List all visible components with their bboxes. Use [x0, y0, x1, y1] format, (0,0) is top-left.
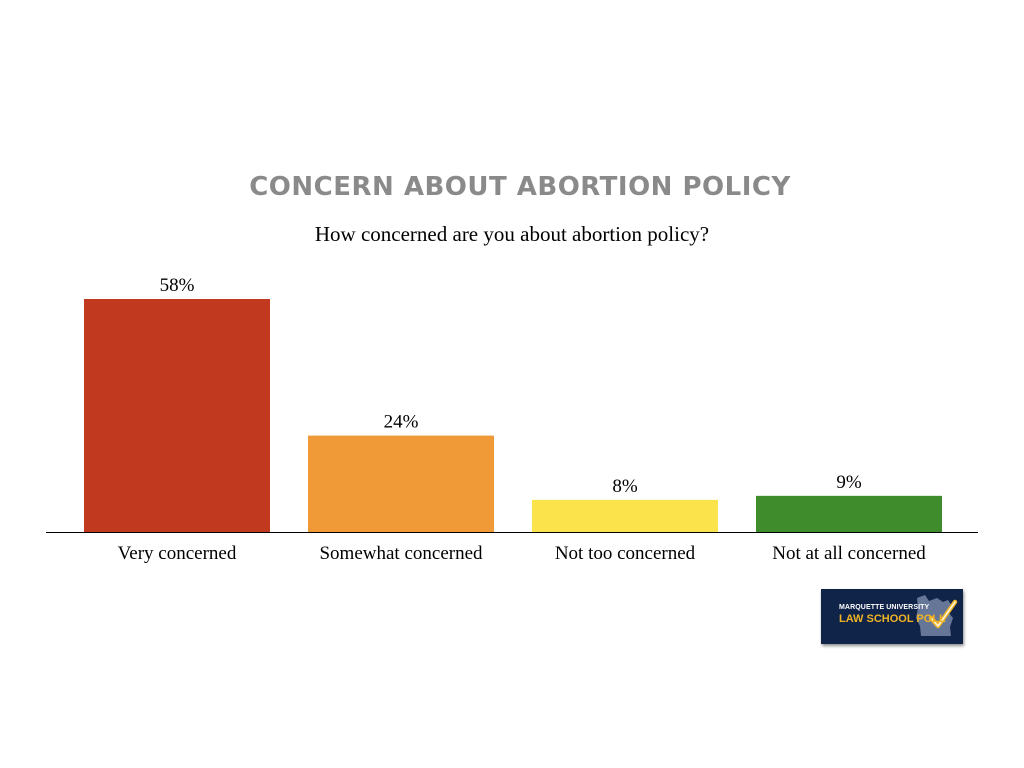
bar-not-at-all-concerned — [756, 495, 942, 532]
bar-not-too-concerned — [532, 499, 718, 532]
bar-somewhat-concerned — [308, 435, 494, 532]
category-label: Very concerned — [118, 543, 237, 564]
marquette-law-school-poll-logo: MARQUETTE UNIVERSITY LAW SCHOOL POLL — [821, 589, 963, 644]
logo-text-university: MARQUETTE UNIVERSITY — [839, 604, 930, 611]
bar-value-label: 24% — [384, 412, 419, 433]
wisconsin-map-check-icon — [916, 595, 958, 636]
bar-very-concerned — [84, 299, 270, 532]
bar-value-label: 58% — [160, 275, 195, 296]
category-label: Not at all concerned — [772, 543, 926, 564]
chart-subtitle: How concerned are you about abortion pol… — [314, 222, 710, 246]
category-label: Not too concerned — [555, 543, 696, 564]
bar-value-label: 9% — [836, 472, 862, 493]
bar-value-label: 8% — [612, 476, 638, 497]
logo-text-poll: LAW SCHOOL POLL — [839, 613, 946, 625]
category-label: Somewhat concerned — [319, 543, 483, 564]
chart-title: CONCERN ABOUT ABORTION POLICY — [249, 172, 791, 202]
